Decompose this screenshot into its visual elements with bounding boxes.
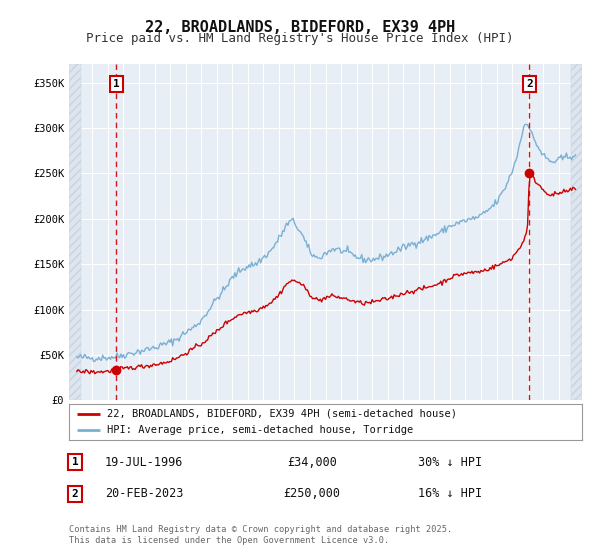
Text: £250,000: £250,000	[284, 487, 341, 501]
Text: 20-FEB-2023: 20-FEB-2023	[105, 487, 183, 501]
Text: 22, BROADLANDS, BIDEFORD, EX39 4PH (semi-detached house): 22, BROADLANDS, BIDEFORD, EX39 4PH (semi…	[107, 409, 457, 419]
Text: 1: 1	[71, 457, 79, 467]
Text: 22, BROADLANDS, BIDEFORD, EX39 4PH: 22, BROADLANDS, BIDEFORD, EX39 4PH	[145, 20, 455, 35]
Text: Price paid vs. HM Land Registry's House Price Index (HPI): Price paid vs. HM Land Registry's House …	[86, 32, 514, 45]
Text: 2: 2	[71, 489, 79, 499]
Text: £34,000: £34,000	[287, 455, 337, 469]
Text: 1: 1	[113, 80, 119, 90]
Text: 2: 2	[526, 80, 533, 90]
Text: HPI: Average price, semi-detached house, Torridge: HPI: Average price, semi-detached house,…	[107, 425, 414, 435]
Text: 30% ↓ HPI: 30% ↓ HPI	[418, 455, 482, 469]
Text: 19-JUL-1996: 19-JUL-1996	[105, 455, 183, 469]
Text: 16% ↓ HPI: 16% ↓ HPI	[418, 487, 482, 501]
Text: Contains HM Land Registry data © Crown copyright and database right 2025.
This d: Contains HM Land Registry data © Crown c…	[69, 525, 452, 545]
